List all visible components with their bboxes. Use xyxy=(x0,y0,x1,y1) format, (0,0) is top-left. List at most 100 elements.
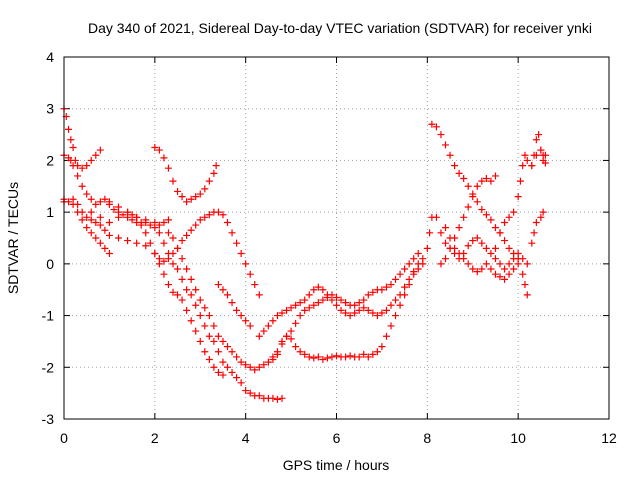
data-point xyxy=(432,123,440,131)
data-point xyxy=(251,366,259,374)
series-arc9 xyxy=(214,281,254,330)
data-point xyxy=(192,327,200,335)
data-point xyxy=(67,156,75,164)
data-point xyxy=(174,265,182,273)
data-point xyxy=(264,358,272,366)
data-point xyxy=(192,301,200,309)
x-axis-label: GPS time / hours xyxy=(283,457,390,473)
data-point xyxy=(514,260,522,268)
data-point xyxy=(155,260,163,268)
data-point xyxy=(405,260,413,268)
data-point xyxy=(178,193,186,201)
data-point xyxy=(196,312,204,320)
data-point xyxy=(442,255,449,263)
data-point xyxy=(514,193,522,201)
data-point xyxy=(496,260,504,268)
data-point xyxy=(237,358,245,366)
data-point xyxy=(482,175,490,183)
data-point xyxy=(105,250,113,258)
data-point xyxy=(233,374,241,382)
data-point xyxy=(210,169,218,177)
data-point xyxy=(505,244,513,252)
data-point xyxy=(364,353,372,361)
data-point xyxy=(373,348,381,356)
data-point xyxy=(473,198,481,206)
data-point xyxy=(255,363,263,371)
data-point xyxy=(342,309,350,317)
data-point xyxy=(364,306,372,314)
data-point xyxy=(469,193,477,201)
data-point xyxy=(214,332,222,340)
data-point xyxy=(133,213,141,221)
data-point xyxy=(110,206,118,214)
data-point xyxy=(469,265,477,273)
data-point xyxy=(119,211,127,219)
data-point xyxy=(155,221,163,229)
data-point xyxy=(342,299,350,307)
data-point xyxy=(92,234,100,242)
data-point xyxy=(337,306,345,314)
x-tick-label: 4 xyxy=(242,430,250,446)
data-point xyxy=(137,218,145,226)
data-point xyxy=(210,322,218,330)
data-point xyxy=(360,304,368,312)
data-point xyxy=(83,213,91,221)
y-tick-label: 4 xyxy=(46,49,54,65)
data-point xyxy=(219,211,227,219)
data-point xyxy=(214,348,222,356)
data-point xyxy=(278,309,286,317)
data-point xyxy=(491,255,499,263)
data-point xyxy=(369,309,377,317)
chart-title: Day 340 of 2021, Sidereal Day-to-day VTE… xyxy=(88,20,592,36)
data-point xyxy=(410,268,418,276)
data-point xyxy=(296,348,304,356)
data-point xyxy=(419,255,427,263)
data-point xyxy=(219,371,227,379)
data-point xyxy=(96,198,104,206)
data-point xyxy=(396,301,404,309)
data-point xyxy=(305,304,313,312)
series-arc8 xyxy=(164,229,422,374)
series-arc17 xyxy=(528,208,547,247)
data-point xyxy=(269,317,277,325)
data-point xyxy=(201,304,209,312)
data-point xyxy=(92,218,100,226)
data-point xyxy=(539,208,547,216)
data-point xyxy=(296,312,304,320)
data-point xyxy=(142,216,150,224)
data-point xyxy=(510,250,518,258)
data-point xyxy=(205,332,213,340)
data-point xyxy=(460,255,468,263)
data-point xyxy=(364,291,372,299)
data-point xyxy=(151,218,159,226)
data-point xyxy=(142,229,150,237)
data-point xyxy=(164,164,172,172)
data-point xyxy=(169,177,177,185)
data-point xyxy=(460,175,468,183)
data-point xyxy=(351,309,359,317)
data-point xyxy=(401,283,409,291)
data-point xyxy=(301,350,309,358)
data-point xyxy=(69,162,77,170)
data-point xyxy=(187,275,195,283)
data-point xyxy=(228,229,236,237)
data-point xyxy=(196,296,204,304)
data-point xyxy=(87,208,95,216)
data-point xyxy=(219,337,227,345)
series-arc6 xyxy=(105,198,286,403)
series-arc14 xyxy=(437,172,499,268)
data-point xyxy=(319,296,327,304)
data-point xyxy=(426,229,434,237)
series-arc11 xyxy=(255,255,427,340)
data-point xyxy=(183,286,191,294)
data-point xyxy=(69,195,77,203)
data-point xyxy=(319,356,327,364)
data-point xyxy=(214,368,222,376)
data-point xyxy=(264,322,272,330)
data-point xyxy=(382,306,390,314)
data-point xyxy=(333,352,340,360)
data-point xyxy=(133,239,141,247)
data-marks xyxy=(60,105,549,403)
data-point xyxy=(115,213,122,221)
data-point xyxy=(478,206,486,214)
